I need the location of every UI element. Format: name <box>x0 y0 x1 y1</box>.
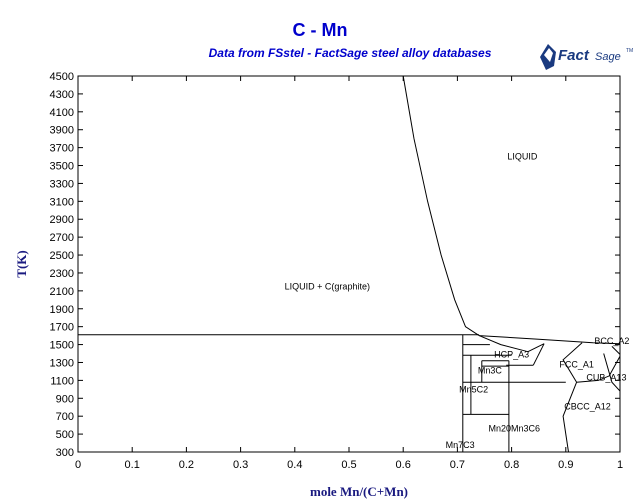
y-tick-label: 900 <box>56 393 74 405</box>
y-axis-title: T(K) <box>14 250 29 277</box>
logo-text-prefix: Fact <box>558 47 590 64</box>
y-tick-label: 4300 <box>50 89 74 101</box>
boundary-hcp-boundary-a <box>478 335 529 353</box>
factsage-logo: Fact Sage TM <box>538 40 638 74</box>
region-label: Mn20Mn3C6 <box>489 424 541 434</box>
region-label: Mn3C <box>478 366 503 376</box>
x-tick-label: 0.5 <box>341 459 356 471</box>
region-label: FCC_A1 <box>559 359 594 369</box>
y-tick-label: 1700 <box>50 322 74 334</box>
y-tick-label: 1500 <box>50 340 74 352</box>
boundary-fcc-left <box>532 343 545 366</box>
x-tick-label: 0 <box>75 459 81 471</box>
y-tick-label: 2700 <box>50 232 74 244</box>
x-tick-label: 0.7 <box>450 459 465 471</box>
y-tick-label: 1100 <box>50 375 74 387</box>
y-tick-label: 3100 <box>50 196 74 208</box>
region-label: HCP_A3 <box>494 349 529 359</box>
logo-text-suffix: Sage <box>595 51 621 63</box>
y-axis-ticks: 300 500 700 900 1100 1300 1500 1700 1900 2100 2300… <box>50 71 620 459</box>
boundary-liquidus <box>402 75 480 337</box>
x-tick-label: 1 <box>617 459 623 471</box>
y-tick-label: 3900 <box>50 125 74 137</box>
logo-tm: TM <box>626 48 633 54</box>
boundary-bcc-bottom <box>611 346 621 355</box>
y-tick-label: 1300 <box>50 357 74 369</box>
region-label: Mn7C3 <box>446 440 475 450</box>
region-label: LIQUID + C(graphite) <box>285 281 370 291</box>
x-axis-title: mole Mn/(C+Mn) <box>310 484 408 499</box>
boundary-fcc-right <box>562 342 583 383</box>
boundary-cbcc-top <box>576 355 621 383</box>
phase-boundaries <box>78 75 621 453</box>
x-tick-label: 0.1 <box>125 459 140 471</box>
y-tick-label: 3300 <box>50 178 74 190</box>
y-tick-label: 1900 <box>50 304 74 316</box>
phase-region-labels: LIQUID LIQUID + C(graphite) HCP_A3 Mn3C FCC_… <box>285 152 630 450</box>
boundary-cub-right <box>603 353 621 392</box>
x-axis-ticks: 0 0.1 0.2 0.3 0.4 0.5 0.6 0.7 0.8 0.9 1 <box>75 76 623 471</box>
chart-subtitle: Data from FSstel - FactSage steel alloy … <box>208 46 492 60</box>
x-tick-label: 0.4 <box>287 459 302 471</box>
y-tick-label: 3500 <box>50 161 74 173</box>
x-tick-label: 0.9 <box>558 459 573 471</box>
x-tick-label: 0.8 <box>504 459 519 471</box>
region-label: CBCC_A12 <box>564 401 611 411</box>
region-label: CUB_A13 <box>586 373 626 383</box>
y-tick-label: 3700 <box>50 143 74 155</box>
boundary-cbcc-left <box>562 382 578 453</box>
region-label: BCC_A2 <box>594 336 629 346</box>
boundary-hcp-boundary-b <box>527 343 545 353</box>
y-tick-label: 2100 <box>50 286 74 298</box>
y-tick-label: 4100 <box>50 107 74 119</box>
y-tick-label: 500 <box>56 429 74 441</box>
y-tick-label: 2500 <box>50 250 74 262</box>
region-label: Mn5C2 <box>459 384 488 394</box>
boundary-liquidus-mn <box>479 335 621 345</box>
y-tick-label: 700 <box>56 411 74 423</box>
y-tick-label: 2300 <box>50 268 74 280</box>
x-tick-label: 0.3 <box>233 459 248 471</box>
y-tick-label: 300 <box>56 447 74 459</box>
y-tick-label: 2900 <box>50 214 74 226</box>
x-tick-label: 0.2 <box>179 459 194 471</box>
region-label: LIQUID <box>507 152 538 162</box>
x-tick-label: 0.6 <box>396 459 411 471</box>
chart-title: C - Mn <box>292 20 348 40</box>
y-tick-label: 4500 <box>50 71 74 83</box>
plot-frame <box>77 75 621 453</box>
